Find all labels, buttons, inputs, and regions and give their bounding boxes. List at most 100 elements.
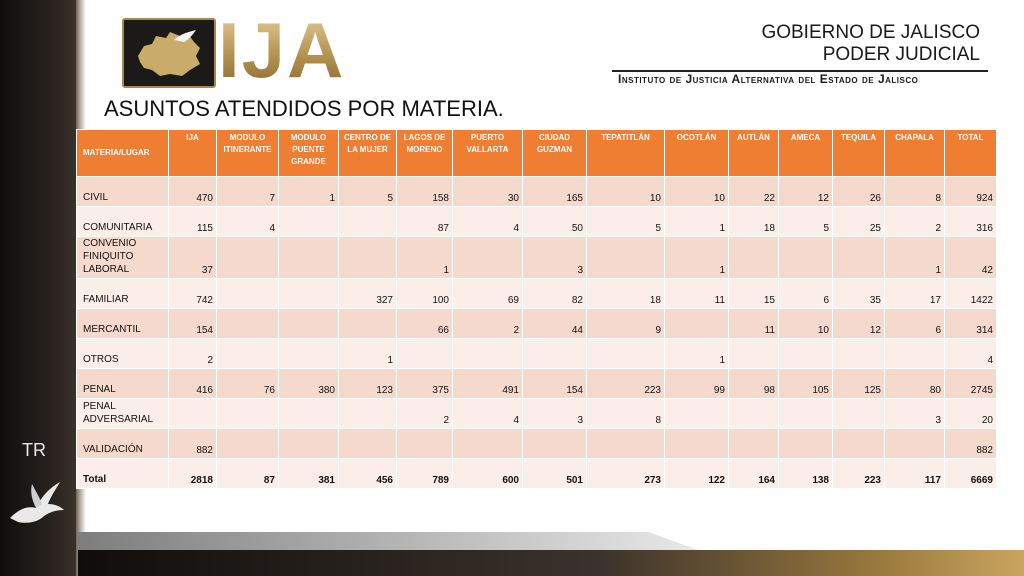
- column-header: MATERIA/LUGAR: [76, 129, 169, 177]
- table-cell: [278, 398, 339, 429]
- bottom-gray-band: [78, 532, 698, 550]
- table-cell: 22: [728, 176, 779, 207]
- table-cell: 2818: [168, 458, 217, 489]
- ija-logo-badge: [122, 18, 216, 88]
- table-cell: 273: [586, 458, 665, 489]
- table-cell: 10: [778, 308, 833, 339]
- table-cell: 4: [452, 398, 523, 429]
- table-cell: 18: [728, 206, 779, 237]
- table-cell: 66: [396, 308, 453, 339]
- table-cell: 11: [728, 308, 779, 339]
- table-cell: 99: [664, 368, 729, 399]
- table-cell: 10: [664, 176, 729, 207]
- table-cell: 1: [664, 236, 729, 279]
- table-cell: [728, 428, 779, 459]
- table-cell: 7: [216, 176, 279, 207]
- column-header: AMECA: [778, 129, 833, 177]
- table-cell: 1: [396, 236, 453, 279]
- table-cell: [586, 428, 665, 459]
- column-header: MODULO ITINERANTE: [216, 129, 279, 177]
- table-cell: [778, 338, 833, 369]
- table-cell: 600: [452, 458, 523, 489]
- table-cell: 82: [522, 278, 587, 309]
- column-header: IJA: [168, 129, 217, 177]
- column-header: TOTAL: [944, 129, 997, 177]
- table-cell: [452, 338, 523, 369]
- table-cell: 158: [396, 176, 453, 207]
- institute-name: Instituto de Justicia Alternativa del Es…: [618, 72, 919, 86]
- row-label: PENAL: [76, 368, 169, 399]
- table-cell: 4: [452, 206, 523, 237]
- row-label: OTROS: [76, 338, 169, 369]
- table-cell: [278, 236, 339, 279]
- table-cell: 9: [586, 308, 665, 339]
- table-cell: 3: [884, 398, 945, 429]
- table-cell: 4: [944, 338, 997, 369]
- government-title: GOBIERNO DE JALISCO PODER JUDICIAL: [761, 22, 980, 66]
- row-label: VALIDACIÓN: [76, 428, 169, 459]
- table-cell: 223: [832, 458, 885, 489]
- table-cell: [452, 236, 523, 279]
- table-cell: [452, 428, 523, 459]
- table-cell: [216, 338, 279, 369]
- table-row: PENAL ADVERSARIAL 2 4 3 8 3 20: [76, 398, 997, 429]
- table-cell: 164: [728, 458, 779, 489]
- table-cell: 15: [728, 278, 779, 309]
- tr-label: TR: [22, 440, 46, 460]
- table-cell: [832, 338, 885, 369]
- table-cell: [338, 308, 397, 339]
- left-decorative-band: [0, 0, 78, 576]
- table-cell: 1422: [944, 278, 997, 309]
- table-cell: 789: [396, 458, 453, 489]
- column-header: CIUDAD GUZMAN: [522, 129, 587, 177]
- table-cell: [884, 428, 945, 459]
- table-cell: [832, 236, 885, 279]
- table-cell: 125: [832, 368, 885, 399]
- table-cell: 2: [396, 398, 453, 429]
- gov-line-2: PODER JUDICIAL: [822, 44, 980, 65]
- table-cell: 3: [522, 398, 587, 429]
- column-header: CENTRO DE LA MUJER: [338, 129, 397, 177]
- table-cell: [728, 338, 779, 369]
- table-row: OTROS 2 1 1 4: [76, 338, 997, 369]
- table-cell: [338, 206, 397, 237]
- table-cell: 18: [586, 278, 665, 309]
- table-cell: 154: [168, 308, 217, 339]
- table-cell: 154: [522, 368, 587, 399]
- table-cell: 742: [168, 278, 217, 309]
- row-label: Total: [76, 458, 169, 489]
- table-cell: [278, 308, 339, 339]
- column-header: CHAPALA: [884, 129, 945, 177]
- table-row: COMUNITARIA 115 4 87 4 50 5 1 18 5 25 2 316: [76, 206, 997, 237]
- table-cell: 50: [522, 206, 587, 237]
- table-cell: 11: [664, 278, 729, 309]
- table-cell: 314: [944, 308, 997, 339]
- table-cell: [216, 236, 279, 279]
- table-cell: 87: [396, 206, 453, 237]
- row-label: FAMILIAR: [76, 278, 169, 309]
- table-cell: 1: [338, 338, 397, 369]
- table-cell: 98: [728, 368, 779, 399]
- table-cell: [664, 308, 729, 339]
- table-row: CIVIL 470 7 1 5 158 30 165 10 10 22 12 26 8 924: [76, 176, 997, 207]
- table-cell: 6669: [944, 458, 997, 489]
- table-cell: 123: [338, 368, 397, 399]
- table-cell: [396, 338, 453, 369]
- ija-logo-text: IJA: [218, 6, 346, 94]
- table-cell: 416: [168, 368, 217, 399]
- table-cell: [338, 398, 397, 429]
- table-cell: 2745: [944, 368, 997, 399]
- table-cell: 17: [884, 278, 945, 309]
- table-cell: 115: [168, 206, 217, 237]
- table-cell: 25: [832, 206, 885, 237]
- table-cell: 316: [944, 206, 997, 237]
- table-cell: [216, 308, 279, 339]
- table-cell: [338, 236, 397, 279]
- table-cell: [664, 398, 729, 429]
- total-row: Total 2818 87 381 456 789 600 501 273 122 164 138 22…: [76, 458, 997, 489]
- table-cell: 30: [452, 176, 523, 207]
- table-cell: 491: [452, 368, 523, 399]
- table-cell: 69: [452, 278, 523, 309]
- table-cell: 5: [586, 206, 665, 237]
- table-cell: [728, 398, 779, 429]
